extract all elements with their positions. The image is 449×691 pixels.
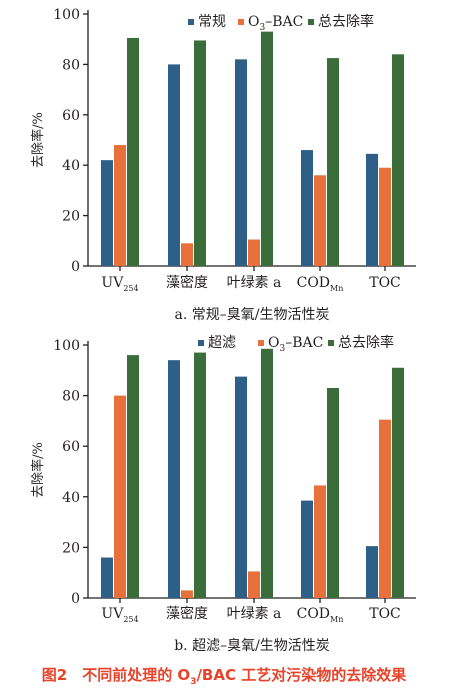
x-tick-label: 叶绿素 a — [227, 275, 282, 291]
bar-series3-1 — [127, 37, 139, 266]
bar-series1-3 — [235, 59, 247, 266]
x-tick-label: 藻密度 — [166, 274, 208, 291]
y-tick-label: 40 — [62, 158, 80, 174]
bar-series2-4 — [314, 175, 326, 266]
bar-series2-2 — [181, 243, 193, 266]
bar-series3-5 — [392, 54, 404, 266]
bar-series3-3 — [261, 348, 273, 598]
legend-swatch — [328, 340, 334, 346]
legend-swatch — [258, 340, 264, 346]
bar-series1-2 — [168, 64, 180, 267]
chart-panel-b: 0 20 40 60 80 100 去除率/% UV254 藻密度 叶绿素 a CODMn TOC 超滤… — [30, 334, 416, 654]
y-tick-label: 40 — [62, 490, 80, 506]
bar-series2-1 — [114, 145, 126, 266]
bar-series1-3 — [235, 376, 247, 598]
bar-series3-4 — [327, 58, 339, 266]
bar-series1-5 — [366, 153, 378, 266]
legend-label: 常规 — [198, 14, 226, 30]
figure-caption: 图2 不同前处理的 O3/BAC 工艺对污染物的去除效果 — [42, 666, 407, 687]
legend-swatch — [238, 19, 244, 25]
y-tick-label: 0 — [71, 259, 80, 275]
bar-series2-5 — [379, 419, 391, 598]
legend-swatch — [198, 340, 204, 346]
y-axis-label: 去除率/% — [30, 112, 46, 168]
bar-series2-4 — [314, 485, 326, 598]
legend-label: O3–BAC — [268, 335, 323, 354]
bar-series2-5 — [379, 167, 391, 266]
legend-swatch — [188, 19, 194, 25]
bar-series1-5 — [366, 546, 378, 598]
y-tick-label: 100 — [53, 7, 80, 23]
bar-series3-4 — [327, 388, 339, 598]
panel-caption: b. 超滤–臭氧/生物活性炭 — [174, 638, 330, 654]
x-tick-label: 藻密度 — [166, 605, 208, 622]
bar-series3-3 — [261, 31, 273, 266]
y-tick-label: 80 — [62, 57, 80, 73]
bar-series2-3 — [248, 571, 260, 598]
y-axis-label: 去除率/% — [30, 442, 46, 498]
x-tick-label: TOC — [369, 275, 401, 291]
bar-series3-5 — [392, 367, 404, 598]
y-tick-label: 60 — [62, 439, 80, 455]
x-tick-label: CODMn — [297, 275, 344, 293]
bar-series1-1 — [101, 160, 113, 266]
bar-series1-2 — [168, 360, 180, 598]
bar-series2-1 — [114, 395, 126, 598]
y-tick-label: 0 — [71, 591, 80, 607]
x-tick-label: UV254 — [101, 275, 138, 293]
bar-series1-4 — [301, 500, 313, 598]
bar-series1-4 — [301, 150, 313, 266]
x-tick-label: 叶绿素 a — [227, 606, 282, 622]
x-tick-label: TOC — [369, 606, 401, 622]
y-tick-label: 80 — [62, 389, 80, 405]
legend-label: 总去除率 — [318, 13, 374, 30]
chart-panel-a: 0 20 40 60 80 100 去除率/% UV254 藻密度 叶绿素 a CODMn TOC 常规… — [30, 7, 416, 323]
y-tick-label: 20 — [62, 209, 80, 225]
legend-label: 总去除率 — [338, 334, 394, 351]
x-tick-label: CODMn — [297, 606, 344, 624]
legend-swatch — [308, 19, 314, 25]
bar-series3-2 — [194, 352, 206, 598]
y-tick-label: 20 — [62, 540, 80, 556]
legend-label: 超滤 — [208, 335, 236, 351]
bar-series3-2 — [194, 40, 206, 267]
bar-series2-3 — [248, 239, 260, 266]
panel-caption: a. 常规–臭氧/生物活性炭 — [175, 307, 330, 323]
y-tick-label: 60 — [62, 108, 80, 124]
x-tick-label: UV254 — [101, 606, 138, 624]
bar-series1-1 — [101, 557, 113, 598]
legend-label: O3–BAC — [248, 14, 303, 33]
y-tick-label: 100 — [53, 338, 80, 354]
bar-series3-1 — [127, 355, 139, 598]
bar-series2-2 — [181, 590, 193, 598]
